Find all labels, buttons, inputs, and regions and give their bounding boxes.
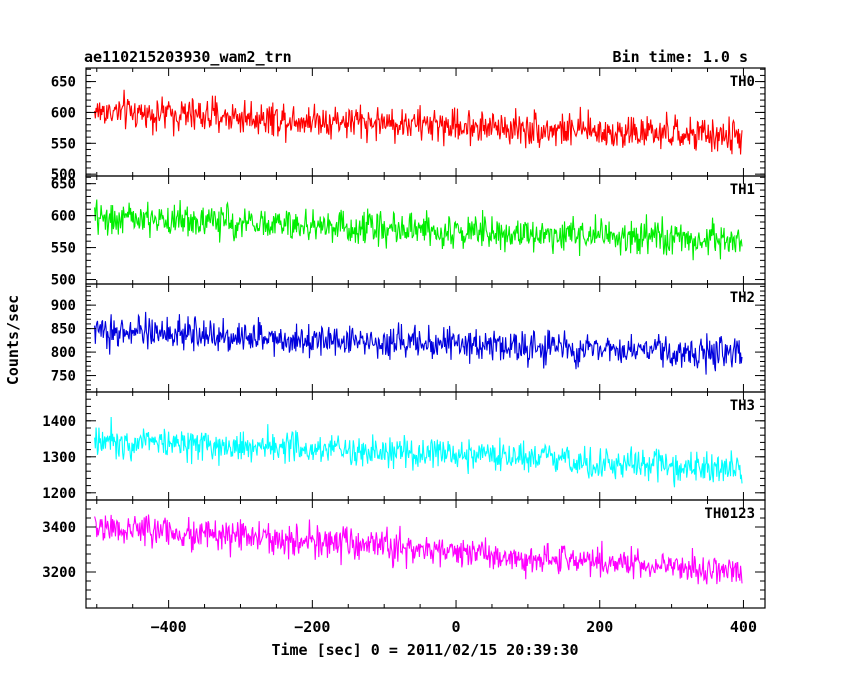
y-tick-label: 650 [51, 75, 76, 91]
x-tick-label: 400 [730, 618, 757, 636]
panel-th3: 1200 1300 1400 TH3 [42, 391, 766, 502]
panel-th2: 750 800 850 900 TH2 [51, 283, 766, 393]
panel-th0: 500 550 600 650 TH0 [51, 67, 766, 183]
panel-label: TH3 [730, 398, 755, 414]
x-tick-label: −400 [151, 618, 187, 636]
panel-label: TH0123 [704, 506, 755, 522]
series-line-th0 [94, 89, 743, 155]
y-tick-label: 1200 [42, 486, 76, 502]
y-tick-label: 550 [51, 241, 76, 257]
y-tick-label: 850 [51, 322, 76, 338]
y-tick-label: 3400 [42, 520, 76, 536]
series-line-th1 [94, 199, 743, 261]
panel-label: TH0 [730, 74, 755, 90]
y-tick-label: 650 [51, 177, 76, 193]
x-tick-label: 0 [452, 618, 461, 636]
panel-label: TH2 [730, 290, 755, 306]
y-tick-label: 800 [51, 345, 76, 361]
y-tick-label: 500 [51, 167, 76, 183]
panel-th1: 500 550 600 650 TH1 [51, 175, 766, 289]
y-tick-label: 3200 [42, 565, 76, 581]
y-tick-label: 500 [51, 273, 76, 289]
y-axis-label: Counts/sec [4, 295, 22, 385]
y-tick-label: 600 [51, 209, 76, 225]
y-tick-label: 900 [51, 298, 76, 314]
x-tick-label: −200 [294, 618, 330, 636]
panel-frame [85, 283, 766, 393]
series-line-th0123 [94, 514, 743, 585]
bin-time-label: Bin time: 1.0 s [613, 48, 748, 66]
y-tick-label: 1300 [42, 450, 76, 466]
series-line-th3 [94, 417, 743, 488]
chart-title: ae110215203930_wam2_trn [84, 48, 292, 66]
panels-group: 500 550 600 650 TH0 500 550 600 650 TH1 750 800 850 9… [42, 67, 766, 636]
y-tick-label: 550 [51, 136, 76, 152]
y-tick-label: 600 [51, 105, 76, 121]
series-line-th2 [94, 311, 743, 375]
panel-th0123: 3200 3400 TH0123 [42, 499, 766, 609]
panel-label: TH1 [730, 182, 755, 198]
x-tick-label: 200 [586, 618, 613, 636]
x-axis-label: Time [sec] 0 = 2011/02/15 20:39:30 [271, 641, 578, 659]
y-tick-label: 1400 [42, 414, 76, 430]
y-tick-label: 750 [51, 369, 76, 385]
